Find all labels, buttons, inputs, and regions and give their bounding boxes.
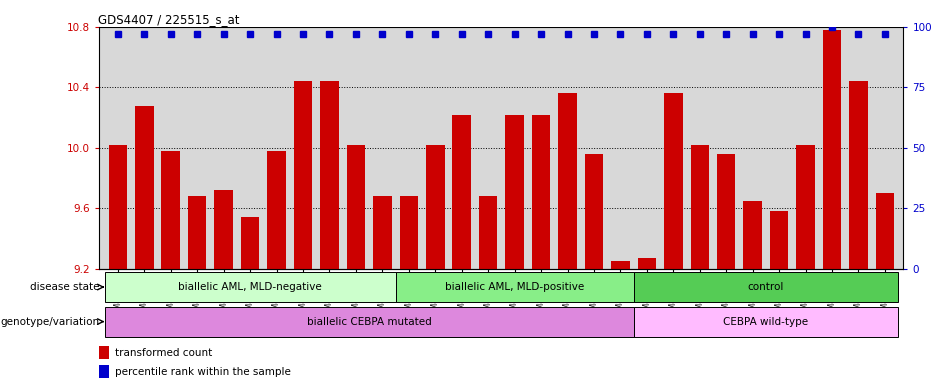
Bar bbox=[188, 196, 206, 269]
Bar bbox=[109, 145, 127, 269]
Text: biallelic AML, MLD-negative: biallelic AML, MLD-negative bbox=[178, 282, 322, 292]
Bar bbox=[634, 306, 898, 337]
Bar bbox=[105, 306, 634, 337]
Bar bbox=[558, 93, 577, 269]
Bar bbox=[105, 272, 395, 302]
Bar bbox=[294, 81, 312, 269]
Bar bbox=[770, 211, 788, 269]
Bar bbox=[426, 145, 445, 269]
Bar bbox=[452, 114, 471, 269]
Bar bbox=[99, 365, 110, 378]
Bar bbox=[823, 30, 841, 269]
Bar bbox=[395, 272, 634, 302]
Bar bbox=[373, 196, 392, 269]
Bar bbox=[717, 154, 735, 269]
Text: percentile rank within the sample: percentile rank within the sample bbox=[115, 367, 291, 377]
Bar bbox=[215, 190, 233, 269]
Text: biallelic AML, MLD-positive: biallelic AML, MLD-positive bbox=[445, 282, 585, 292]
Bar bbox=[346, 145, 365, 269]
Text: CEBPA wild-type: CEBPA wild-type bbox=[724, 316, 809, 327]
Bar bbox=[399, 196, 418, 269]
Bar bbox=[135, 106, 153, 269]
Bar bbox=[638, 258, 657, 269]
Bar bbox=[585, 154, 604, 269]
Bar bbox=[634, 272, 898, 302]
Text: transformed count: transformed count bbox=[115, 348, 213, 358]
Bar bbox=[797, 145, 815, 269]
Text: biallelic CEBPA mutated: biallelic CEBPA mutated bbox=[307, 316, 431, 327]
Bar bbox=[479, 196, 498, 269]
Text: disease state: disease state bbox=[30, 282, 100, 292]
Bar bbox=[876, 193, 894, 269]
Bar bbox=[241, 217, 259, 269]
Bar bbox=[850, 81, 867, 269]
Text: control: control bbox=[747, 282, 784, 292]
Text: genotype/variation: genotype/variation bbox=[1, 316, 100, 327]
Bar bbox=[691, 145, 709, 269]
Text: GDS4407 / 225515_s_at: GDS4407 / 225515_s_at bbox=[97, 13, 239, 26]
Bar bbox=[99, 346, 110, 359]
Bar bbox=[320, 81, 339, 269]
Bar bbox=[532, 114, 551, 269]
Bar bbox=[744, 201, 762, 269]
Bar bbox=[162, 151, 180, 269]
Bar bbox=[611, 261, 630, 269]
Bar bbox=[505, 114, 524, 269]
Bar bbox=[664, 93, 683, 269]
Bar bbox=[268, 151, 286, 269]
